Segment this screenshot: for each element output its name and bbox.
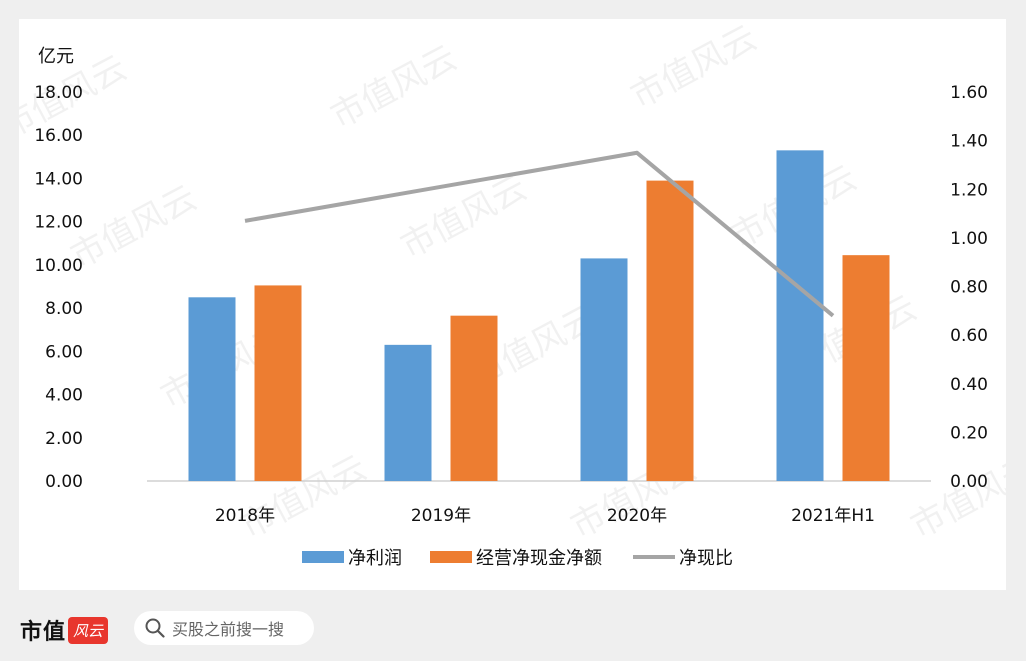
logo-text: 市值: [20, 619, 67, 645]
right-tick-label: 0.80: [950, 278, 988, 298]
legend-item-经营净现金净额: 经营净现金净额: [430, 548, 602, 569]
chart: 市值风云市值风云市值风云市值风云市值风云市值风云市值风云市值风云市值风云市值风云…: [19, 19, 1006, 569]
watermark-text: 市值风云: [904, 448, 1006, 547]
x-tick-label: 2019年: [411, 506, 471, 526]
search-box[interactable]: 买股之前搜一搜: [134, 611, 314, 645]
line-净现比: [244, 150, 835, 318]
left-tick-label: 2.00: [45, 429, 83, 449]
right-tick-label: 1.40: [950, 132, 988, 152]
legend-swatch: [430, 551, 472, 563]
left-tick-label: 14.00: [34, 169, 83, 189]
legend-swatch: [302, 551, 344, 563]
right-tick-label: 1.00: [950, 229, 988, 249]
x-tick-label: 2018年: [215, 506, 275, 526]
left-tick-label: 16.00: [34, 126, 83, 146]
left-tick-label: 4.00: [45, 386, 83, 406]
search-icon: [145, 618, 165, 638]
watermark-text: 市值风云: [64, 178, 203, 277]
right-tick-label: 1.20: [950, 180, 988, 200]
legend-label: 净利润: [348, 548, 402, 569]
legend-item-净利润: 净利润: [302, 548, 402, 569]
left-tick-label: 6.00: [45, 342, 83, 362]
chart-card: 市值风云市值风云市值风云市值风云市值风云市值风云市值风云市值风云市值风云市值风云…: [19, 19, 1006, 590]
right-tick-label: 1.60: [950, 83, 988, 103]
x-tick-label: 2020年: [607, 506, 667, 526]
line-series: [244, 150, 835, 318]
right-tick-label: 0.40: [950, 375, 988, 395]
x-axis-ticks: 2018年 2019年 2020年 2021年H1: [215, 506, 875, 526]
left-tick-label: 8.00: [45, 299, 83, 319]
bar-经营净现金净额-2020年: [646, 180, 694, 481]
bar-净利润-2019年: [384, 344, 432, 481]
left-axis-ticks: 0.00 2.00 4.00 6.00 8.00 10.00 12.00 14.00 16.00…: [34, 83, 83, 492]
right-axis-ticks: 0.00 0.20 0.40 0.60 0.80 1.00 1.20 1.40 1.60: [950, 83, 988, 492]
bars: [188, 150, 890, 481]
footer: 市值 风云 买股之前搜一搜: [0, 600, 1026, 661]
legend-label: 经营净现金净额: [476, 548, 602, 569]
bar-经营净现金净额-2021年H1: [842, 255, 890, 481]
bar-净利润-2021年H1: [776, 150, 824, 481]
bar-经营净现金净额-2018年: [254, 285, 302, 481]
brand-logo[interactable]: 市值 风云: [20, 614, 109, 646]
legend-label: 净现比: [679, 548, 733, 569]
search-placeholder: 买股之前搜一搜: [172, 620, 285, 639]
right-tick-label: 0.20: [950, 423, 988, 443]
legend-item-净现比: 净现比: [633, 548, 733, 569]
legend: 净利润 经营净现金净额 净现比: [302, 548, 733, 569]
left-tick-label: 12.00: [34, 213, 83, 233]
watermark-text: 市值风云: [624, 19, 763, 117]
left-tick-label: 10.00: [34, 256, 83, 276]
left-tick-label: 18.00: [34, 83, 83, 103]
watermark-text: 市值风云: [324, 38, 463, 137]
bar-经营净现金净额-2019年: [450, 315, 498, 481]
logo-seal: 风云: [68, 616, 109, 644]
right-tick-label: 0.60: [950, 326, 988, 346]
x-tick-label: 2021年H1: [791, 506, 875, 526]
bar-净利润-2020年: [580, 258, 628, 481]
bar-净利润-2018年: [188, 297, 236, 481]
y-axis-unit-label: 亿元: [38, 46, 74, 67]
right-tick-label: 0.00: [950, 472, 988, 492]
left-tick-label: 0.00: [45, 472, 83, 492]
